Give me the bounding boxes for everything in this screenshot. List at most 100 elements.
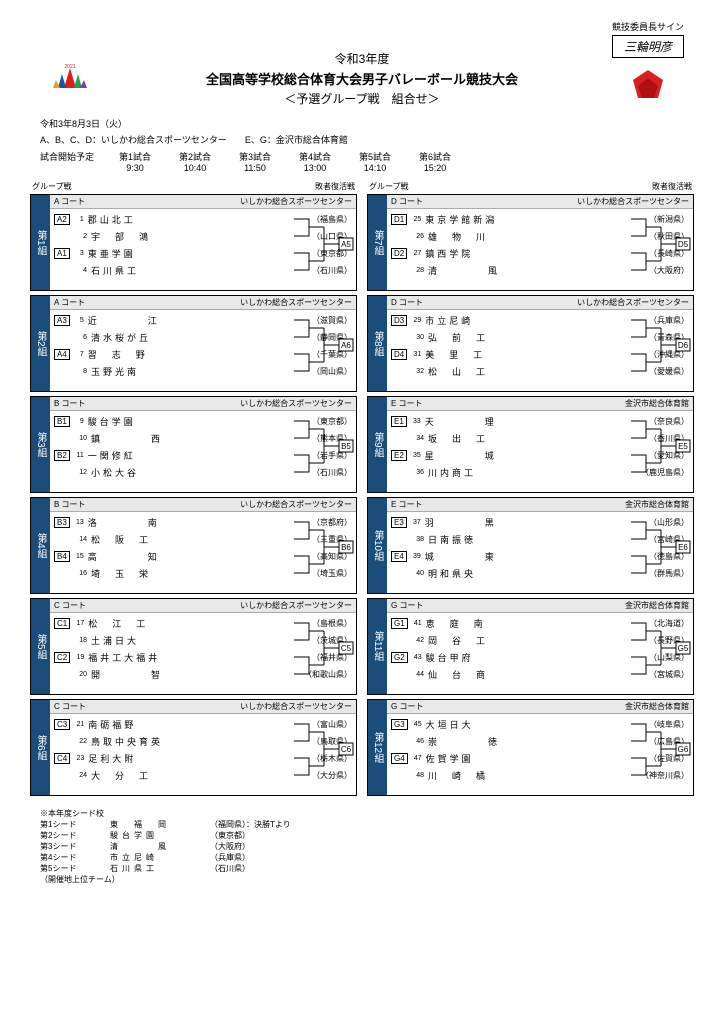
team-name: 石川県工: [91, 264, 312, 277]
venue-name: 金沢市総合体育館: [625, 600, 689, 611]
signature-value: 三輪明彦: [612, 35, 684, 58]
team-name: 東京学館新潟: [425, 213, 649, 226]
court-name: B コート: [54, 499, 86, 510]
seed-pref: （石川県）: [210, 863, 250, 874]
team-name: 雄 物 川: [428, 230, 649, 243]
group-label: 第12組: [368, 700, 387, 795]
team-number: 23: [72, 755, 84, 762]
bracket-lines: G5: [631, 615, 691, 689]
team-name: 宇 部 鴻: [91, 230, 312, 243]
meta-block: 令和3年8月3日（火） A、B、C、D：いしかわ総合スポーツセンター E、G：金…: [40, 117, 694, 146]
svg-text:B6: B6: [341, 543, 351, 552]
red-logo-icon: [612, 68, 684, 110]
seed-box: B3: [54, 517, 70, 528]
team-name: 崇 徳: [428, 735, 649, 748]
group-block: 第10組 E コート 金沢市総合体育館 E3 37 羽 黒 （山形県） 38 日…: [367, 497, 694, 594]
schedule-slot: 第4試合13:00: [290, 150, 340, 173]
bracket-lines: E5: [631, 413, 691, 487]
court-row: C コート いしかわ総合スポーツセンター: [50, 599, 356, 613]
team-name: 鎮西学院: [425, 247, 649, 260]
subtitle: ＜予選グループ戦 組合せ＞: [30, 90, 694, 107]
team-number: 13: [72, 519, 84, 526]
team-number: 2: [75, 233, 87, 240]
svg-text:E6: E6: [678, 543, 688, 552]
team-name: 近 江: [88, 314, 312, 327]
court-row: A コート いしかわ総合スポーツセンター: [50, 296, 356, 310]
group-label: 第4組: [31, 498, 50, 593]
team-number: 14: [75, 536, 87, 543]
court-name: B コート: [54, 398, 86, 409]
seed-box: D3: [391, 315, 407, 326]
team-name: 開 智: [91, 668, 304, 681]
court-row: G コート 金沢市総合体育館: [387, 599, 693, 613]
seed-box: C2: [54, 652, 70, 663]
court-name: D コート: [391, 196, 423, 207]
team-number: 46: [412, 738, 424, 745]
group-label: 第9組: [368, 397, 387, 492]
year-line: 令和3年度: [30, 50, 694, 67]
court-row: D コート いしかわ総合スポーツセンター: [387, 296, 693, 310]
team-name: 福井工大福井: [88, 651, 312, 664]
team-name: 市立尼崎: [425, 314, 649, 327]
team-number: 34: [412, 435, 424, 442]
seed-box: D1: [391, 214, 407, 225]
team-number: 31: [409, 351, 421, 358]
court-row: G コート 金沢市総合体育館: [387, 700, 693, 714]
team-name: 玉野光南: [91, 365, 312, 378]
team-number: 1: [72, 216, 84, 223]
schedule-slot: 第3試合11:50: [230, 150, 280, 173]
group-label: 第1組: [31, 195, 50, 290]
team-number: 40: [412, 570, 424, 577]
svg-text:A6: A6: [341, 341, 351, 350]
team-name: 松 阪 工: [91, 533, 312, 546]
court-name: D コート: [391, 297, 423, 308]
group-label: 第5組: [31, 599, 50, 694]
team-number: 3: [72, 250, 84, 257]
seed-box: G4: [391, 753, 408, 764]
seed-label: 第4シード: [40, 852, 100, 863]
team-name: 鎮 西: [91, 432, 312, 445]
seed-box: B2: [54, 450, 70, 461]
svg-text:G6: G6: [678, 745, 689, 754]
seed-pref: （大阪府）: [210, 841, 250, 852]
team-number: 28: [412, 267, 424, 274]
venue-name: 金沢市総合体育館: [625, 701, 689, 712]
seed-box: C3: [54, 719, 70, 730]
team-name: 佐賀学園: [426, 752, 649, 765]
team-name: 大垣日大: [426, 718, 649, 731]
seed-box: A1: [54, 248, 70, 259]
seed-box: C4: [54, 753, 70, 764]
team-number: 21: [72, 721, 84, 728]
team-name: 川内商工: [428, 466, 641, 479]
col-header-right: グループ戦 敗者復活戦: [367, 181, 694, 192]
left-column: グループ戦 敗者復活戦 第1組 A コート いしかわ総合スポーツセンター A2 …: [30, 181, 357, 800]
svg-text:D6: D6: [678, 341, 689, 350]
team-number: 27: [409, 250, 421, 257]
team-number: 24: [75, 772, 87, 779]
court-row: C コート いしかわ総合スポーツセンター: [50, 700, 356, 714]
venue-name: いしかわ総合スポーツセンター: [240, 196, 352, 207]
team-name: 小松大谷: [91, 466, 312, 479]
bracket-lines: E6: [631, 514, 691, 588]
signature-block: 競技委員長サイン 三輪明彦: [612, 20, 684, 110]
venue-name: いしかわ総合スポーツセンター: [240, 701, 352, 712]
team-number: 37: [409, 519, 421, 526]
seed-row: 第2シード 駿台学園 （東京都）: [40, 830, 694, 841]
team-name: 弘 前 工: [428, 331, 649, 344]
seed-box: A3: [54, 315, 70, 326]
seed-pref: （福岡県）：決勝Tより: [210, 819, 291, 830]
bracket-lines: A5: [294, 211, 354, 285]
bracket-lines: D6: [631, 312, 691, 386]
bracket-columns: グループ戦 敗者復活戦 第1組 A コート いしかわ総合スポーツセンター A2 …: [30, 181, 694, 800]
schedule-slot: 第6試合15:20: [410, 150, 460, 173]
venue-name: いしかわ総合スポーツセンター: [240, 297, 352, 308]
team-name: 美 里 工: [425, 348, 649, 361]
team-name: 坂 出 工: [428, 432, 649, 445]
seed-team: 市立尼崎: [110, 852, 200, 863]
team-number: 9: [72, 418, 84, 425]
main-title: 全国高等学校総合体育大会男子バレーボール競技大会: [30, 69, 694, 88]
seed-box: D4: [391, 349, 407, 360]
team-number: 33: [409, 418, 421, 425]
team-number: 11: [72, 452, 84, 459]
team-number: 32: [412, 368, 424, 375]
